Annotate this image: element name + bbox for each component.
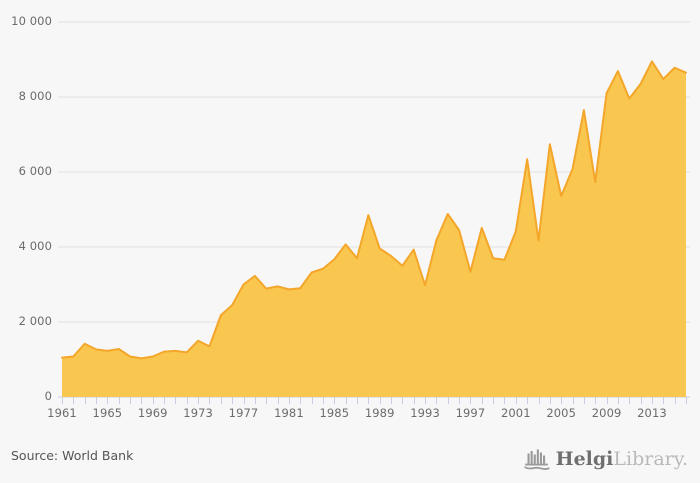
x-axis-tick-label: 2013 [637,406,667,420]
x-axis-tick-label: 1993 [410,406,440,420]
y-axis-tick-label: 2 000 [18,314,52,328]
y-axis-tick-label: 10 000 [11,14,52,28]
x-axis-tick-label: 1985 [319,406,350,420]
area-series-line [61,60,687,360]
brand-logo: HelgiLibrary. [524,446,688,472]
y-axis-labels: 0 2 000 4 000 6 000 8 000 10 000 [0,0,52,483]
y-axis-tick-label: 8 000 [18,89,52,103]
x-axis-tick-label: 1965 [92,406,123,420]
x-axis-tick-label: 1981 [274,406,304,420]
library-bars-icon [524,449,550,470]
brand-name-secondary: Library. [613,447,688,470]
y-axis-tick-label: 6 000 [18,164,52,178]
x-axis-tick-label: 1989 [364,406,395,420]
source-note: Source: World Bank [11,448,134,463]
x-axis-tick-label: 1973 [183,406,213,420]
x-axis-tick-label: 1977 [228,406,259,420]
x-axis-tick-label: 1969 [137,406,168,420]
y-axis-tick-label: 4 000 [18,239,52,253]
brand-name: HelgiLibrary. [555,447,688,470]
x-axis-tick-label: 1997 [455,406,486,420]
x-axis-tick-label: 1961 [47,406,77,420]
x-axis-tick-label: 2009 [591,406,622,420]
x-axis-tick-label: 2001 [500,406,531,420]
x-axis-tick-label: 2005 [546,406,577,420]
brand-name-primary: Helgi [555,447,614,470]
area-series-fill [62,61,686,397]
x-axis-ticks [62,397,687,404]
y-axis-tick-label: 0 [44,389,52,403]
